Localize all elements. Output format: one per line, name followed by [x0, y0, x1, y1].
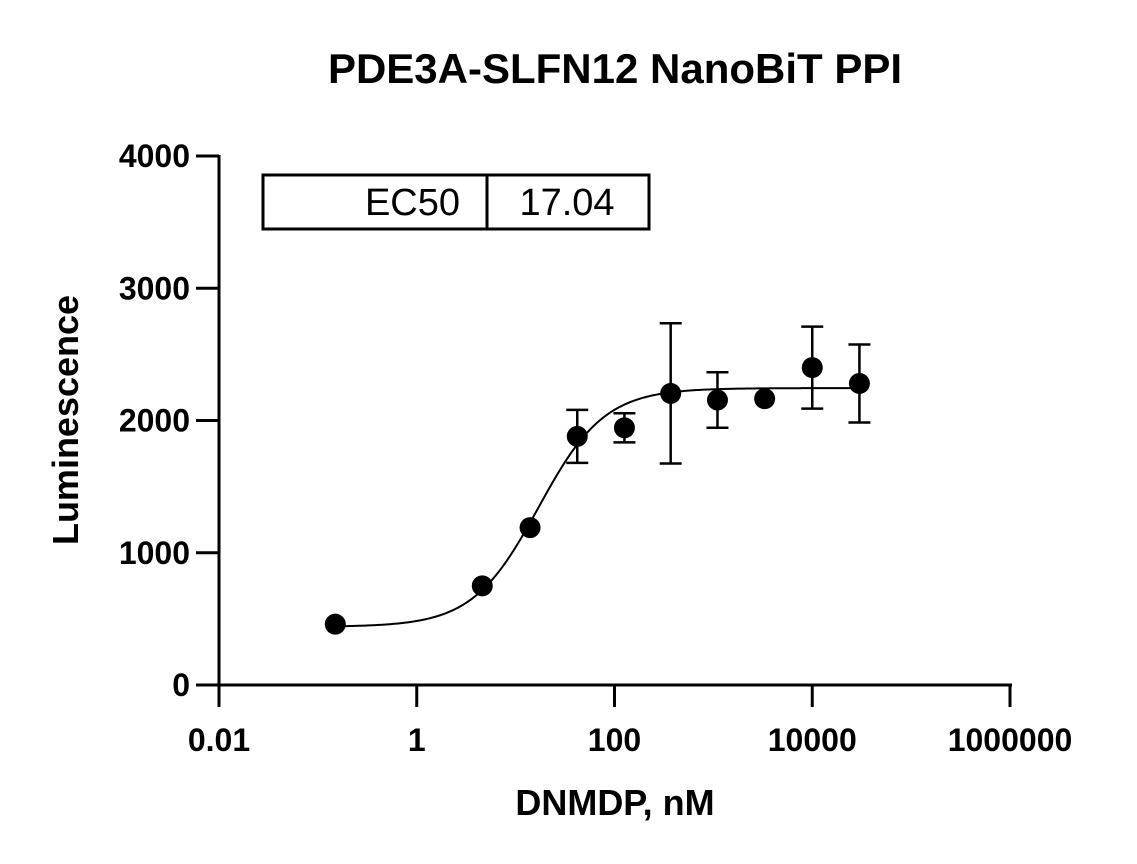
- x-axis-ticks: 0.01 1 100 10000 1000000: [188, 685, 1072, 758]
- x-tick-label: 100: [588, 722, 641, 758]
- ec50-value: 17.04: [519, 182, 614, 224]
- ec50-table: EC50 17.04: [261, 173, 651, 231]
- x-tick-label: 1: [408, 722, 426, 758]
- plot-area: 0 1000 2000 3000 4000 0.01 1 100 10000 1000000: [119, 138, 1072, 758]
- y-tick-label: 3000: [119, 270, 190, 306]
- y-tick-label: 4000: [119, 138, 190, 174]
- x-tick-label: 0.01: [188, 722, 250, 758]
- y-tick-label: 2000: [119, 403, 190, 439]
- fit-curve: [335, 387, 860, 628]
- chart-title: PDE3A-SLFN12 NanoBiT PPI: [328, 45, 902, 92]
- data-point: [706, 389, 728, 411]
- data-point: [848, 372, 870, 394]
- x-tick-label: 10000: [768, 722, 857, 758]
- x-tick-label: 1000000: [948, 722, 1073, 758]
- data-point: [566, 425, 588, 447]
- x-axis-label: DNMDP, nM: [515, 782, 714, 823]
- y-tick-label: 0: [172, 667, 190, 703]
- y-tick-label: 1000: [119, 535, 190, 571]
- data-point: [471, 575, 493, 597]
- ec50-table-border: [261, 173, 651, 231]
- ec50-label: EC50: [365, 182, 460, 224]
- data-point: [660, 382, 682, 404]
- data-point: [519, 517, 541, 539]
- data-point: [801, 357, 823, 379]
- data-point: [754, 388, 776, 410]
- data-point: [324, 613, 346, 635]
- data-points: [324, 357, 870, 635]
- y-axis-ticks: 0 1000 2000 3000 4000: [119, 138, 219, 703]
- data-point: [613, 417, 635, 439]
- y-axis-label: Luminescence: [45, 295, 86, 545]
